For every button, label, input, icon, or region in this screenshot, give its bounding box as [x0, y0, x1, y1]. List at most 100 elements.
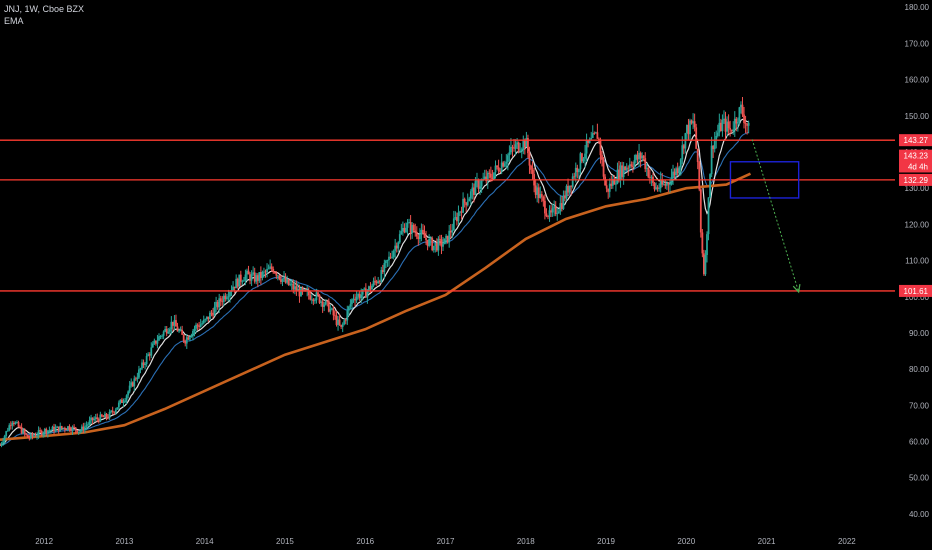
drawings[interactable] — [729, 139, 801, 294]
candle-body — [147, 354, 150, 356]
candle-body — [599, 139, 602, 156]
candle-body — [488, 172, 491, 174]
candle-body — [374, 280, 377, 282]
candle-body — [256, 275, 259, 281]
candle-body — [682, 145, 685, 149]
candle-body — [79, 431, 82, 432]
candle-body — [229, 291, 231, 297]
price-tick-label: 90.00 — [909, 329, 930, 338]
candle-body — [65, 429, 68, 431]
candle-body — [347, 306, 350, 311]
time-axis[interactable] — [0, 532, 932, 550]
candle-body — [97, 419, 100, 422]
candle-body — [36, 435, 38, 437]
candle-body — [449, 230, 452, 233]
candle-body — [349, 304, 352, 307]
candle-body — [93, 419, 96, 421]
candle-body — [431, 238, 434, 251]
horizontal-levels[interactable] — [0, 139, 895, 292]
indicator-label[interactable]: EMA — [4, 16, 24, 26]
candle-body — [102, 416, 105, 418]
candle-body — [638, 152, 640, 160]
candle-body — [29, 433, 32, 438]
candle-body — [607, 188, 610, 192]
candle-body — [131, 382, 134, 387]
candle-body — [87, 424, 89, 426]
candle-body — [423, 232, 426, 238]
price-tag — [899, 284, 932, 297]
candle-body — [454, 217, 457, 219]
candle-body — [645, 167, 648, 169]
candle-body — [539, 194, 542, 198]
candle-body — [556, 213, 559, 215]
candle-body — [733, 118, 736, 130]
candle-body — [624, 166, 627, 171]
candle-body — [110, 410, 113, 412]
candle-body — [456, 217, 458, 222]
candle-body — [709, 174, 711, 198]
candle-body — [692, 121, 694, 124]
candle-body — [301, 288, 304, 291]
candle-body — [491, 177, 494, 180]
price-tick-label: 160.00 — [905, 76, 930, 85]
candle-body — [411, 224, 414, 233]
candle-body — [303, 289, 305, 291]
candle-body — [418, 234, 421, 240]
price-axis-ticks: 40.00 50.00 60.00 70.00 80.00 90.00 100.00 110.… — [905, 3, 930, 519]
time-axis-ticks: 2012 2013 2014 2015 2016 2017 2018 2019 2020 2021… — [0, 532, 932, 550]
candle-body — [161, 335, 163, 337]
candle-body — [565, 185, 568, 199]
candle-body — [375, 281, 378, 284]
candle-body — [173, 320, 176, 326]
candle-body — [616, 169, 619, 184]
candle-body — [321, 301, 324, 307]
candle-body — [351, 299, 353, 305]
symbol-label[interactable]: JNJ, 1W, Cboe BZX — [4, 4, 85, 14]
candle-body — [14, 422, 17, 425]
candle-body — [635, 154, 637, 161]
projection-arrow-line[interactable] — [751, 139, 800, 293]
candle-body — [176, 326, 179, 332]
candle-body — [503, 163, 506, 167]
candle-body — [278, 275, 281, 280]
candle-body — [689, 120, 691, 135]
time-tick-label: 2022 — [838, 537, 856, 546]
candle-body — [213, 306, 216, 316]
candle-body — [554, 206, 557, 215]
candle-body — [210, 312, 213, 314]
candle-body — [239, 274, 242, 282]
candle-body — [50, 429, 52, 431]
candle-body — [522, 140, 525, 150]
candle-body — [437, 238, 440, 251]
candle-body — [513, 147, 515, 149]
candle-body — [736, 121, 739, 124]
candle-body — [111, 410, 114, 412]
candle-body — [486, 172, 489, 181]
candle-body — [272, 268, 275, 273]
candle-body — [5, 431, 8, 436]
candle-body — [43, 429, 46, 433]
candle-body — [318, 294, 321, 303]
candle-body — [380, 269, 383, 282]
candle-body — [165, 328, 168, 334]
price-tag-label: 132.29 — [904, 176, 929, 185]
candle-body — [117, 402, 120, 408]
candle-body — [650, 176, 653, 178]
candle-body — [293, 286, 296, 290]
target-box[interactable] — [729, 161, 800, 199]
candle-body — [622, 166, 625, 178]
candle-body — [334, 315, 336, 317]
candle-body — [56, 426, 59, 428]
candle-body — [517, 142, 520, 152]
candle-body — [167, 331, 170, 334]
candle-body — [581, 153, 583, 162]
candle-body — [398, 234, 401, 243]
candle-body — [371, 285, 373, 290]
candle-body — [408, 222, 410, 223]
candle-body — [568, 185, 571, 193]
candle-body — [121, 399, 123, 403]
candle-body — [26, 434, 29, 438]
price-axis[interactable] — [895, 0, 932, 550]
candle-body — [34, 435, 37, 437]
